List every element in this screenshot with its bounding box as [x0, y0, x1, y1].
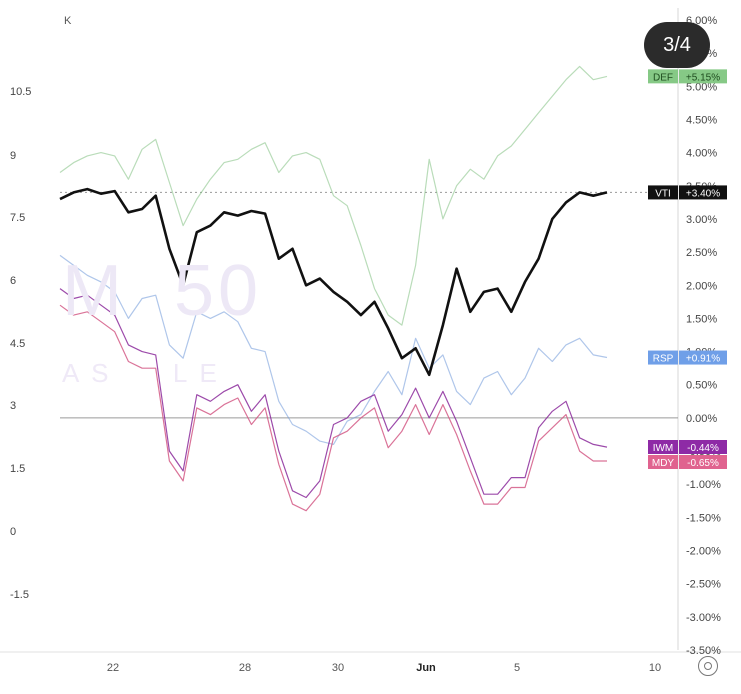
y-tick-label: 5.00% — [686, 81, 717, 93]
series-lines — [59, 65, 608, 512]
volume-tick-label: 3 — [10, 400, 16, 412]
date-axis: 22 28 30 Jun 5 10 — [107, 662, 661, 674]
x-tick-label: Jun — [416, 662, 436, 674]
badge-ticker: MDY — [652, 458, 675, 469]
y-tick-label: 4.50% — [686, 114, 717, 126]
y-tick-label: 2.00% — [686, 280, 717, 292]
volume-tick-label: 0 — [10, 526, 16, 538]
badge-value-bg — [679, 455, 727, 469]
badge-mdy: MDY -0.65% — [648, 455, 727, 469]
percent-axis: 6.00%5.50%5.00%4.50%4.00%3.50%3.00%2.50%… — [686, 15, 721, 657]
series-line-mdy — [59, 304, 607, 512]
y-tick-label: 0.00% — [686, 413, 717, 425]
left-axis-unit-label: K — [64, 15, 72, 27]
badge-ticker: RSP — [653, 354, 674, 365]
volume-tick-label: 9 — [10, 150, 16, 162]
badge-value-bg — [679, 69, 727, 84]
volume-tick-label: 6 — [10, 275, 16, 287]
y-tick-label: 2.50% — [686, 247, 717, 259]
y-tick-label: -3.50% — [686, 645, 721, 657]
x-tick-label: 10 — [649, 662, 661, 674]
y-tick-label: -2.50% — [686, 579, 721, 591]
badge-value: +0.91% — [686, 354, 720, 365]
y-tick-label: -2.00% — [686, 546, 721, 558]
y-tick-label: -1.50% — [686, 512, 721, 524]
series-badges: VTI +3.40% DEF +5.15% RSP +0.91% IWM -0.44% MDY -… — [648, 69, 727, 469]
y-tick-label: 1.50% — [686, 313, 717, 325]
volume-axis: 10.5 9 7.5 6 4.5 3 1.5 0 -1.5 — [10, 86, 31, 601]
gear-icon[interactable] — [698, 656, 718, 676]
volume-tick-label: 7.5 — [10, 212, 25, 224]
badge-value-bg — [679, 185, 727, 200]
series-line-def — [59, 65, 608, 326]
series-line-rsp — [59, 254, 608, 445]
badge-iwm: IWM -0.44% — [648, 440, 727, 454]
x-tick-label: 5 — [514, 662, 520, 674]
volume-tick-label: 1.5 — [10, 463, 25, 475]
badge-value-bg — [679, 440, 727, 454]
badge-def: DEF +5.15% — [648, 69, 727, 84]
volume-tick-label: 4.5 — [10, 338, 25, 350]
badge-ticker-bg — [648, 455, 678, 469]
x-tick-label: 30 — [332, 662, 344, 674]
badge-ticker-bg — [648, 350, 678, 365]
y-tick-label: 4.00% — [686, 148, 717, 160]
badge-rsp: RSP +0.91% — [648, 350, 727, 365]
series-line-iwm — [59, 288, 608, 499]
badge-value: +5.15% — [686, 72, 720, 83]
badge-ticker-bg — [648, 69, 678, 84]
volume-tick-label: 10.5 — [10, 86, 31, 98]
badge-ticker: IWM — [653, 443, 674, 454]
volume-tick-label: -1.5 — [10, 589, 29, 601]
y-tick-label: 0.50% — [686, 380, 717, 392]
x-tick-label: 22 — [107, 662, 119, 674]
badge-ticker: DEF — [653, 72, 673, 83]
badge-value-bg — [679, 350, 727, 365]
badge-ticker: VTI — [655, 188, 671, 199]
y-tick-label: -1.00% — [686, 479, 721, 491]
badge-value: -0.44% — [687, 443, 719, 454]
series-line-vti — [59, 187, 608, 377]
badge-vti: VTI +3.40% — [648, 185, 727, 200]
x-tick-label: 28 — [239, 662, 251, 674]
badge-value: +3.40% — [686, 188, 720, 199]
badge-value: -0.65% — [687, 458, 719, 469]
chart-gridlines — [0, 8, 741, 653]
y-tick-label: -3.00% — [686, 612, 721, 624]
badge-ticker-bg — [648, 440, 678, 454]
badge-ticker-bg — [648, 185, 678, 200]
y-tick-label: 3.00% — [686, 214, 717, 226]
page-indicator[interactable]: 3/4 — [644, 22, 710, 68]
